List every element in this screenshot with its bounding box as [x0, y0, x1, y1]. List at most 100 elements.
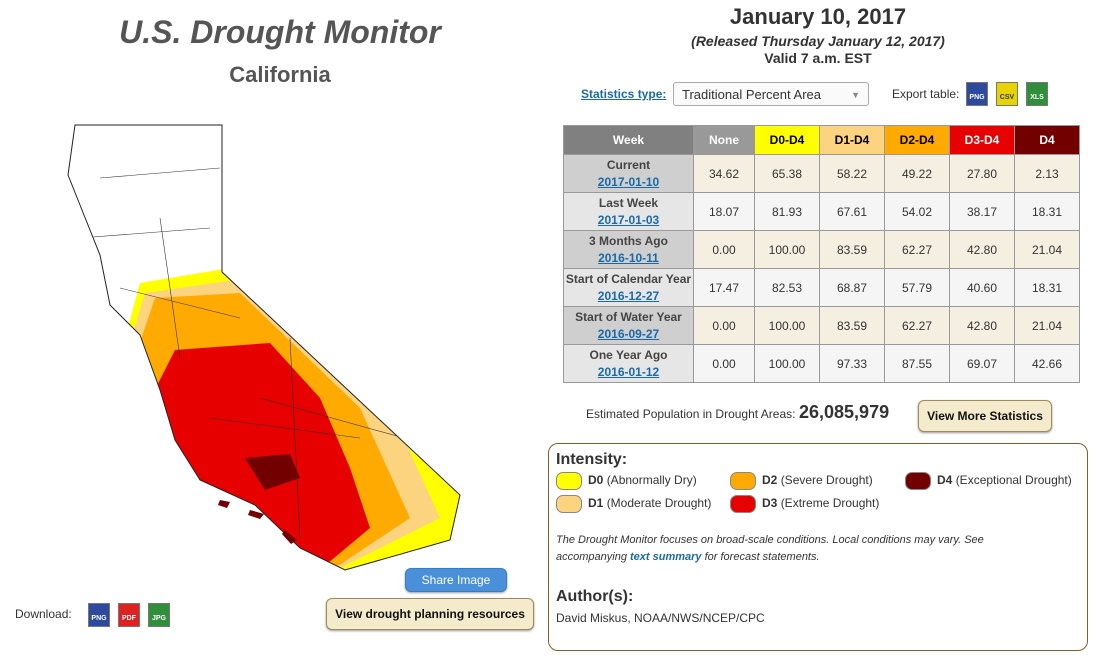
value-cell: 40.60 — [949, 268, 1015, 307]
population-value: 26,085,979 — [799, 402, 890, 422]
subtitle: California — [229, 62, 331, 87]
week-date-link[interactable]: 2017-01-03 — [597, 212, 660, 227]
value-cell: 21.04 — [1014, 230, 1080, 269]
map — [67, 124, 461, 571]
note-text: The Drought Monitor focuses on broad-sca… — [556, 534, 984, 563]
value-cell: 82.53 — [754, 268, 820, 307]
legend-code: D0 — [588, 473, 604, 488]
legend-item: D1 (Moderate Drought) — [556, 495, 711, 513]
column-header: D1-D4 — [819, 125, 885, 155]
export-icons: PNG CSV XLS — [966, 82, 1056, 106]
week-label: Last Week — [598, 195, 659, 210]
stats-select[interactable]: Traditional Percent Area ▼ — [673, 82, 869, 106]
legend-desc: (Extreme Drought) — [780, 496, 880, 511]
authors-title: Author(s): — [556, 588, 634, 605]
legend-swatch — [556, 495, 582, 513]
legend-code: D4 — [937, 473, 953, 488]
valid: Valid 7 a.m. EST — [764, 50, 872, 66]
week-label: Start of Water Year — [575, 309, 682, 324]
download-icon[interactable]: PNG — [88, 603, 110, 627]
table-row: Last Week 2017-01-03 18.07 81.93 67.61 54.02 3… — [563, 192, 1080, 231]
legend-desc: (Abnormally Dry) — [606, 473, 697, 488]
week-cell: Last Week 2017-01-03 — [563, 192, 694, 231]
legend-code: D3 — [762, 496, 778, 511]
population-label: Estimated Population in Drought Areas: — [586, 407, 796, 421]
value-cell: 18.31 — [1014, 192, 1080, 231]
header-row: Week None D0-D4 D1-D4 D2-D4 D3-D4 D4 — [563, 125, 1080, 155]
note: The Drought Monitor focuses on broad-sca… — [556, 532, 1036, 566]
legend-item: D2 (Severe Drought) — [730, 472, 873, 490]
legend-desc: (Severe Drought) — [780, 473, 873, 488]
value-cell: 0.00 — [693, 230, 755, 269]
share-button[interactable]: Share Image — [405, 568, 507, 592]
download-label: Download: — [15, 607, 72, 621]
value-cell: 83.59 — [819, 306, 885, 345]
value-cell: 21.04 — [1014, 306, 1080, 345]
column-header: None — [693, 125, 755, 155]
value-cell: 54.02 — [884, 192, 950, 231]
value-cell: 57.79 — [884, 268, 950, 307]
value-cell: 81.93 — [754, 192, 820, 231]
title: U.S. Drought Monitor — [119, 14, 441, 50]
week-cell: Current 2017-01-10 — [563, 154, 694, 193]
stats-table: Week None D0-D4 D1-D4 D2-D4 D3-D4 D4 Current 201… — [563, 125, 1080, 383]
column-header: D0-D4 — [754, 125, 820, 155]
value-cell: 0.00 — [693, 344, 755, 383]
legend-desc: (Exceptional Drought) — [955, 473, 1072, 488]
value-cell: 83.59 — [819, 230, 885, 269]
stats-select-text: Traditional Percent Area — [682, 87, 821, 102]
legend-item: D0 (Abnormally Dry) — [556, 472, 697, 490]
value-cell: 62.27 — [884, 230, 950, 269]
value-cell: 62.27 — [884, 306, 950, 345]
column-header: Week — [563, 125, 694, 155]
week-cell: 3 Months Ago 2016-10-11 — [563, 230, 694, 269]
value-cell: 34.62 — [693, 154, 755, 193]
value-cell: 42.80 — [949, 306, 1015, 345]
value-cell: 100.00 — [754, 306, 820, 345]
date: January 10, 2017 — [729, 4, 907, 29]
table-row: Current 2017-01-10 34.62 65.38 58.22 49.22 27.… — [563, 154, 1080, 193]
week-label: Start of Calendar Year — [565, 271, 692, 286]
week-date-link[interactable]: 2017-01-10 — [597, 174, 660, 189]
week-date-link[interactable]: 2016-01-12 — [597, 364, 660, 379]
value-cell: 18.31 — [1014, 268, 1080, 307]
legend-swatch — [730, 495, 756, 513]
export-icon[interactable]: PNG — [966, 82, 988, 106]
value-cell: 68.87 — [819, 268, 885, 307]
export-icon[interactable]: CSV — [996, 82, 1018, 106]
week-cell: One Year Ago 2016-01-12 — [563, 344, 694, 383]
value-cell: 17.47 — [693, 268, 755, 307]
legend-desc: (Moderate Drought) — [606, 496, 712, 511]
legend-item: D3 (Extreme Drought) — [730, 495, 879, 513]
more-stats-button[interactable]: View More Statistics — [918, 400, 1052, 432]
legend-title: Intensity: — [556, 451, 628, 468]
table-row: 3 Months Ago 2016-10-11 0.00 100.00 83.59 62.… — [563, 230, 1080, 269]
value-cell: 18.07 — [693, 192, 755, 231]
value-cell: 100.00 — [754, 344, 820, 383]
week-label: 3 Months Ago — [589, 233, 668, 248]
value-cell: 0.00 — [693, 306, 755, 345]
value-cell: 42.66 — [1014, 344, 1080, 383]
week-date-link[interactable]: 2016-10-11 — [598, 250, 659, 265]
download-icon[interactable]: PDF — [118, 603, 140, 627]
legend-swatch — [556, 472, 582, 490]
value-cell: 65.38 — [754, 154, 820, 193]
value-cell: 100.00 — [754, 230, 820, 269]
legend-code: D2 — [762, 473, 778, 488]
text-summary-link[interactable]: text summary — [630, 551, 702, 563]
week-label: One Year Ago — [589, 347, 668, 362]
value-cell: 87.55 — [884, 344, 950, 383]
planning-button[interactable]: View drought planning resources — [326, 598, 534, 630]
note-text: for forecast statements. — [704, 551, 820, 563]
column-header: D2-D4 — [884, 125, 950, 155]
value-cell: 58.22 — [819, 154, 885, 193]
week-date-link[interactable]: 2016-09-27 — [597, 326, 660, 341]
value-cell: 42.80 — [949, 230, 1015, 269]
column-header: D3-D4 — [949, 125, 1015, 155]
export-icon[interactable]: XLS — [1026, 82, 1048, 106]
stats-label[interactable]: Statistics type: — [581, 87, 667, 101]
week-date-link[interactable]: 2016-12-27 — [597, 288, 660, 303]
table-row: Start of Water Year 2016-09-27 0.00 100.00 8… — [563, 306, 1080, 345]
legend-swatch — [905, 472, 931, 490]
download-icon[interactable]: JPG — [148, 603, 170, 627]
